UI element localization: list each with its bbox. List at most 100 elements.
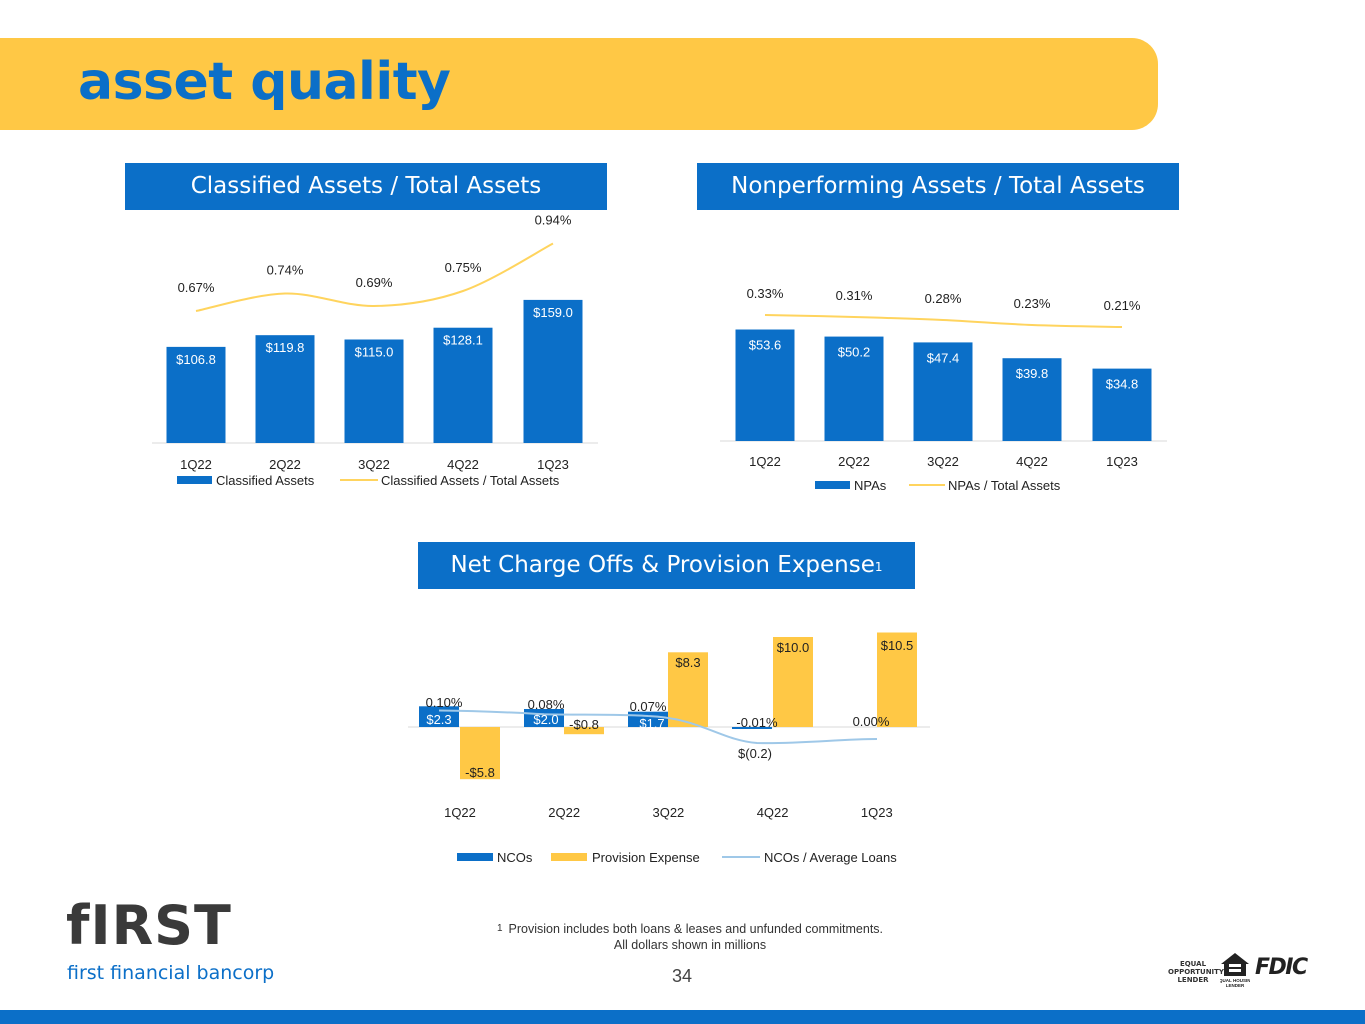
classified-bar: [523, 299, 583, 443]
nonperforming-bar-value-label: $50.2: [838, 345, 871, 360]
classified-line-value-label: 0.69%: [356, 275, 393, 290]
footnote-text-2: All dollars shown in millions: [613, 938, 767, 952]
classified-bar-value-label: $115.0: [355, 345, 394, 360]
nco-category-label: 1Q23: [861, 805, 893, 820]
nco-value-label: $2.3: [426, 712, 451, 727]
nco-legend-ncos-swatch: [457, 853, 493, 861]
nonperforming-line-value-label: 0.33%: [747, 286, 784, 301]
classified-bar: [166, 346, 226, 443]
provision-value-label: $8.3: [675, 655, 700, 670]
classified-category-label: 2Q22: [269, 457, 301, 472]
nonperforming-bar: [735, 329, 795, 441]
nco-ratio-label: 0.10%: [426, 695, 463, 710]
nco-category-label: 2Q22: [548, 805, 580, 820]
nonperforming-category-label: 3Q22: [927, 454, 959, 469]
equal-housing-label-2: LENDER: [1226, 983, 1245, 988]
classified-line-value-label: 0.67%: [178, 280, 215, 295]
nonperforming-category-label: 1Q22: [749, 454, 781, 469]
classified-category-label: 1Q22: [180, 457, 212, 472]
classified-bar: [433, 327, 493, 443]
nonperforming-bar: [824, 336, 884, 441]
classified-legend-bar-swatch: [177, 476, 212, 484]
bottom-bar: [0, 1010, 1365, 1024]
nco-category-label: 1Q22: [444, 805, 476, 820]
classified-legend-line-label: Classified Assets / Total Assets: [381, 473, 560, 488]
nonperforming-bar-value-label: $34.8: [1106, 377, 1139, 392]
provision-bar: [564, 727, 604, 735]
nonperforming-bar-value-label: $47.4: [927, 350, 960, 365]
classified-chart-title: Classified Assets / Total Assets: [125, 163, 607, 210]
nco-ratio-line: [438, 709, 878, 745]
classified-line-value-label: 0.74%: [267, 263, 304, 278]
classified-legend-bar-label: Classified Assets: [216, 473, 315, 488]
provision-bar: [877, 632, 917, 727]
equal-opportunity-lender-badge: EQUAL OPPORTUNITY LENDER: [1168, 960, 1225, 984]
nonperforming-chart-title: Nonperforming Assets / Total Assets: [697, 163, 1179, 210]
footnote-line-1: 1 Provision includes both loans & leases …: [440, 921, 940, 937]
company-logo-wordmark: fIRST: [66, 894, 232, 957]
provision-value-label: $10.0: [777, 640, 810, 655]
company-name: first financial bancorp: [67, 962, 275, 984]
provision-value-label: -$0.8: [569, 717, 599, 732]
classified-category-label: 3Q22: [358, 457, 390, 472]
classified-bar-value-label: $119.8: [266, 340, 305, 355]
nco-ratio-label: 0.00%: [853, 714, 890, 729]
footnote-text-1: Provision includes both loans & leases a…: [508, 922, 884, 936]
nco-chart-title-text: Net Charge Offs & Provision Expense: [450, 552, 875, 578]
nco-chart-title-footnote-marker: 1: [874, 560, 883, 574]
page-title: asset quality: [78, 52, 451, 112]
nonperforming-legend-bar-swatch: [815, 481, 850, 489]
classified-category-label: 4Q22: [447, 457, 479, 472]
nco-legend-provision-swatch: [551, 853, 587, 861]
equal-housing-label-1: EQUAL HOUSING: [1220, 978, 1250, 983]
classified-bar: [344, 339, 404, 443]
nco-chart-title: Net Charge Offs & Provision Expense1: [418, 542, 915, 589]
nonperforming-category-label: 4Q22: [1016, 454, 1048, 469]
classified-bar-value-label: $128.1: [443, 333, 483, 348]
nonperforming-bar: [1092, 368, 1152, 441]
nonperforming-line-value-label: 0.23%: [1014, 296, 1051, 311]
nonperforming-bar: [1002, 358, 1062, 441]
nco-ratio-label: -0.01%: [736, 715, 778, 730]
nonperforming-line-value-label: 0.31%: [836, 288, 873, 303]
provision-bar: [773, 637, 813, 727]
footnote-marker: 1: [496, 923, 503, 934]
nco-value-label: $(0.2): [738, 746, 772, 761]
provision-value-label: -$5.8: [465, 765, 495, 780]
nonperforming-line-value-label: 0.21%: [1104, 298, 1141, 313]
classified-bar-value-label: $106.8: [176, 352, 216, 367]
nco-ratio-label: 0.08%: [528, 697, 565, 712]
nonperforming-legend-line-label: NPAs / Total Assets: [948, 478, 1061, 493]
nonperforming-category-label: 2Q22: [838, 454, 870, 469]
nco-value-label: $2.0: [533, 712, 558, 727]
nonperforming-bar-value-label: $39.8: [1016, 366, 1049, 381]
classified-bar-value-label: $159.0: [533, 305, 573, 320]
classified-line-value-label: 0.94%: [535, 213, 572, 228]
nonperforming-line-value-label: 0.28%: [925, 291, 962, 306]
classified-bar: [255, 335, 315, 443]
nco-ratio-label: 0.07%: [630, 699, 667, 714]
provision-bar: [460, 727, 500, 780]
classified-line-value-label: 0.75%: [445, 260, 482, 275]
nonperforming-category-label: 1Q23: [1106, 454, 1138, 469]
nonperforming-bar-value-label: $53.6: [749, 338, 782, 353]
classified-category-label: 1Q23: [537, 457, 569, 472]
nonperforming-bar: [913, 342, 973, 441]
footnote: 1 Provision includes both loans & leases …: [440, 921, 940, 953]
nco-legend-ncos-label: NCOs: [497, 850, 533, 865]
nco-value-label: $1.7: [639, 716, 664, 731]
nonperforming-legend-bar-label: NPAs: [854, 478, 887, 493]
nonperforming-ratio-line: [764, 314, 1123, 328]
nco-legend-ratio-label: NCOs / Average Loans: [764, 850, 897, 865]
nco-category-label: 3Q22: [652, 805, 684, 820]
equal-housing-lender-icon: EQUAL HOUSING LENDER: [1220, 953, 1250, 988]
nco-legend-provision-label: Provision Expense: [592, 850, 700, 865]
provision-bar: [668, 652, 708, 727]
provision-value-label: $10.5: [881, 638, 914, 653]
title-banner: [0, 38, 1158, 130]
fdic-logo: FDIC: [1255, 955, 1308, 980]
nco-bar: [732, 727, 772, 729]
classified-ratio-line: [195, 242, 554, 312]
nco-category-label: 4Q22: [757, 805, 789, 820]
